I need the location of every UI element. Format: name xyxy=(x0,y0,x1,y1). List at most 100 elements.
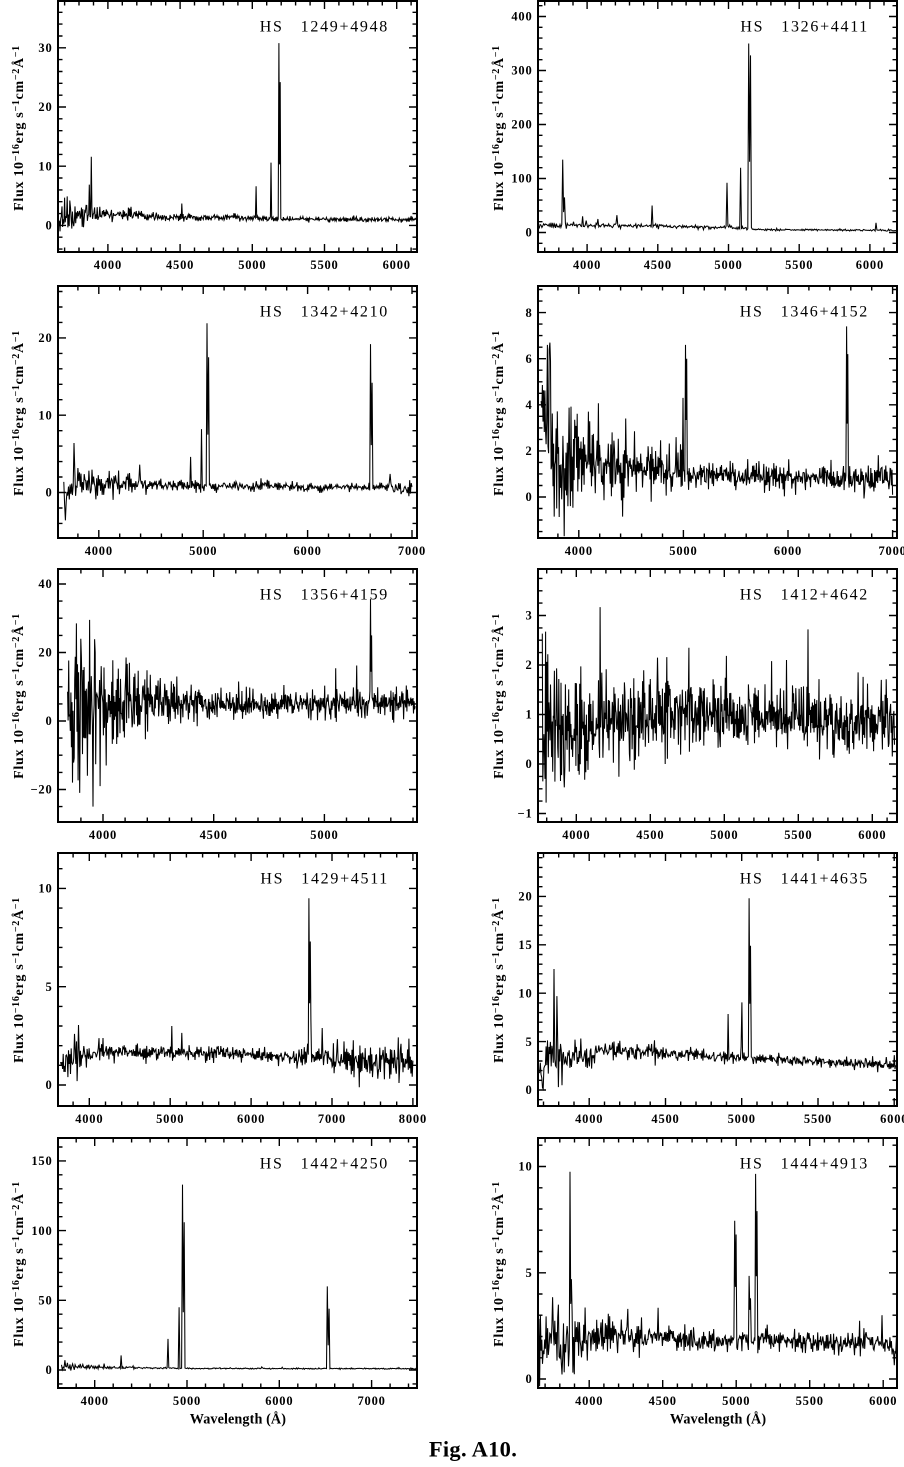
svg-text:5500: 5500 xyxy=(804,1112,832,1126)
svg-text:HS 1342+4210: HS 1342+4210 xyxy=(260,304,389,321)
svg-text:4500: 4500 xyxy=(644,258,672,272)
svg-text:Wavelength (Å): Wavelength (Å) xyxy=(190,1411,287,1427)
svg-text:8000: 8000 xyxy=(399,1112,427,1126)
svg-text:6000: 6000 xyxy=(383,258,411,272)
svg-text:50: 50 xyxy=(38,1294,52,1308)
svg-text:15: 15 xyxy=(518,938,532,952)
svg-text:6000: 6000 xyxy=(858,828,886,842)
svg-text:5000: 5000 xyxy=(728,1112,756,1126)
svg-text:Wavelength (Å): Wavelength (Å) xyxy=(670,1411,767,1427)
svg-text:5500: 5500 xyxy=(785,258,813,272)
svg-text:4500: 4500 xyxy=(166,258,194,272)
svg-text:0: 0 xyxy=(525,757,532,771)
svg-text:20: 20 xyxy=(38,646,52,660)
svg-text:5000: 5000 xyxy=(173,1394,201,1408)
svg-text:6000: 6000 xyxy=(774,544,802,558)
svg-text:5000: 5000 xyxy=(238,258,266,272)
svg-text:HS 1444+4913: HS 1444+4913 xyxy=(740,1156,869,1173)
svg-text:Fig. A10.: Fig. A10. xyxy=(429,1437,517,1462)
svg-text:10: 10 xyxy=(518,1160,532,1174)
svg-text:6000: 6000 xyxy=(869,1394,897,1408)
svg-text:7000: 7000 xyxy=(318,1112,346,1126)
svg-text:20: 20 xyxy=(38,100,52,114)
svg-text:0: 0 xyxy=(525,1372,532,1386)
svg-text:7000: 7000 xyxy=(357,1394,385,1408)
svg-text:4500: 4500 xyxy=(200,828,228,842)
svg-text:6000: 6000 xyxy=(293,544,321,558)
svg-text:2: 2 xyxy=(525,444,532,458)
svg-text:5000: 5000 xyxy=(722,1394,750,1408)
svg-text:HS 1249+4948: HS 1249+4948 xyxy=(260,19,389,36)
svg-text:3: 3 xyxy=(525,609,532,623)
svg-text:0: 0 xyxy=(45,1078,52,1092)
svg-text:7000: 7000 xyxy=(398,544,426,558)
svg-text:HS 1346+4152: HS 1346+4152 xyxy=(740,304,869,321)
svg-text:6000: 6000 xyxy=(856,258,884,272)
svg-text:Flux 10−16erg s−1cm−2Å−1: Flux 10−16erg s−1cm−2Å−1 xyxy=(11,330,27,496)
svg-text:20: 20 xyxy=(518,890,532,904)
svg-text:4000: 4000 xyxy=(575,1112,603,1126)
svg-text:0: 0 xyxy=(45,1363,52,1377)
svg-text:4000: 4000 xyxy=(81,1394,109,1408)
svg-text:4500: 4500 xyxy=(636,828,664,842)
svg-text:Flux 10−16erg s−1cm−2Å−1: Flux 10−16erg s−1cm−2Å−1 xyxy=(11,1181,27,1347)
svg-text:5: 5 xyxy=(525,1266,532,1280)
svg-text:6: 6 xyxy=(525,352,532,366)
svg-text:4500: 4500 xyxy=(651,1112,679,1126)
svg-text:HS 1429+4511: HS 1429+4511 xyxy=(260,871,389,888)
svg-text:HS 1326+4411: HS 1326+4411 xyxy=(740,19,869,36)
svg-text:0: 0 xyxy=(525,490,532,504)
svg-text:8: 8 xyxy=(525,306,532,320)
svg-text:HS 1412+4642: HS 1412+4642 xyxy=(740,587,869,604)
svg-text:Flux 10−16erg s−1cm−2Å−1: Flux 10−16erg s−1cm−2Å−1 xyxy=(491,613,507,779)
svg-text:Flux 10−16erg s−1cm−2Å−1: Flux 10−16erg s−1cm−2Å−1 xyxy=(491,897,507,1063)
svg-text:0: 0 xyxy=(45,219,52,233)
svg-text:5000: 5000 xyxy=(310,828,338,842)
svg-text:5000: 5000 xyxy=(189,544,217,558)
svg-text:10: 10 xyxy=(38,408,52,422)
svg-text:10: 10 xyxy=(38,882,52,896)
svg-text:200: 200 xyxy=(511,118,532,132)
svg-text:100: 100 xyxy=(31,1224,52,1238)
svg-text:100: 100 xyxy=(511,172,532,186)
svg-text:−20: −20 xyxy=(30,783,52,797)
svg-text:HS 1356+4159: HS 1356+4159 xyxy=(260,587,389,604)
svg-text:Flux 10−16erg s−1cm−2Å−1: Flux 10−16erg s−1cm−2Å−1 xyxy=(491,45,507,211)
svg-text:Flux 10−16erg s−1cm−2Å−1: Flux 10−16erg s−1cm−2Å−1 xyxy=(11,613,27,779)
svg-text:Flux 10−16erg s−1cm−2Å−1: Flux 10−16erg s−1cm−2Å−1 xyxy=(491,330,507,496)
svg-text:300: 300 xyxy=(511,64,532,78)
svg-text:5500: 5500 xyxy=(784,828,812,842)
svg-text:Flux 10−16erg s−1cm−2Å−1: Flux 10−16erg s−1cm−2Å−1 xyxy=(11,897,27,1063)
svg-text:6000: 6000 xyxy=(880,1112,904,1126)
svg-text:HS 1441+4635: HS 1441+4635 xyxy=(740,871,869,888)
svg-text:40: 40 xyxy=(38,577,52,591)
svg-text:5000: 5000 xyxy=(714,258,742,272)
svg-text:30: 30 xyxy=(38,41,52,55)
svg-text:4000: 4000 xyxy=(94,258,122,272)
svg-text:5000: 5000 xyxy=(710,828,738,842)
svg-text:10: 10 xyxy=(518,986,532,1000)
svg-text:10: 10 xyxy=(38,159,52,173)
svg-text:5000: 5000 xyxy=(156,1112,184,1126)
svg-text:400: 400 xyxy=(511,10,532,24)
svg-text:1: 1 xyxy=(525,708,532,722)
svg-text:2: 2 xyxy=(525,658,532,672)
svg-text:Flux 10−16erg s−1cm−2Å−1: Flux 10−16erg s−1cm−2Å−1 xyxy=(491,1181,507,1347)
svg-text:4000: 4000 xyxy=(562,828,590,842)
svg-text:−1: −1 xyxy=(518,807,533,821)
svg-text:4000: 4000 xyxy=(89,828,117,842)
svg-text:4: 4 xyxy=(525,398,532,412)
svg-text:0: 0 xyxy=(45,486,52,500)
svg-text:5500: 5500 xyxy=(310,258,338,272)
svg-text:5: 5 xyxy=(45,980,52,994)
svg-text:0: 0 xyxy=(525,226,532,240)
svg-text:6000: 6000 xyxy=(265,1394,293,1408)
svg-text:HS 1442+4250: HS 1442+4250 xyxy=(260,1156,389,1173)
svg-text:4500: 4500 xyxy=(649,1394,677,1408)
svg-text:4000: 4000 xyxy=(575,1394,603,1408)
svg-text:4000: 4000 xyxy=(573,258,601,272)
svg-text:0: 0 xyxy=(525,1083,532,1097)
svg-text:150: 150 xyxy=(31,1154,52,1168)
svg-text:0: 0 xyxy=(45,714,52,728)
svg-text:5: 5 xyxy=(525,1035,532,1049)
